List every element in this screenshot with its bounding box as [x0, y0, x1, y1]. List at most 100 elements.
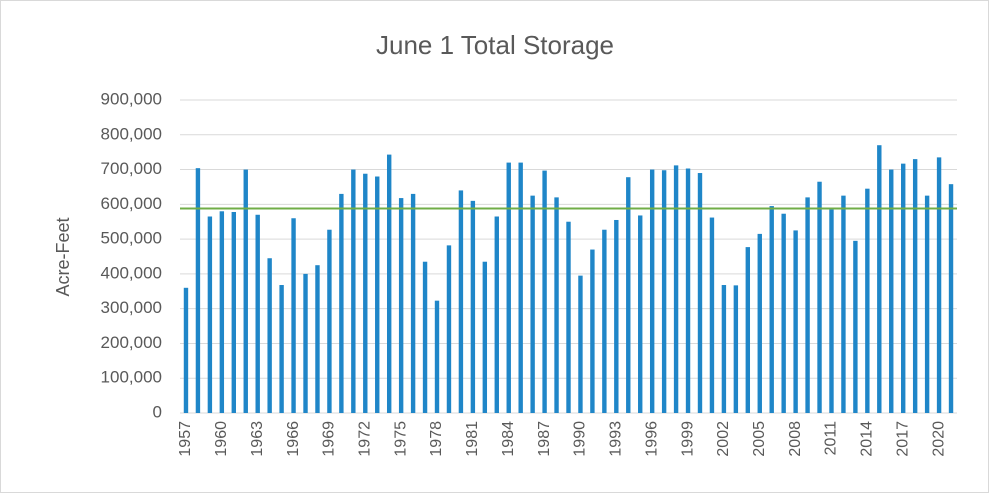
- x-tick-label: 1984: [500, 421, 517, 457]
- bar: [793, 230, 798, 413]
- bar: [673, 165, 679, 413]
- bar: [602, 229, 607, 413]
- bar: [817, 181, 822, 413]
- bar: [805, 197, 810, 413]
- bar: [649, 169, 655, 413]
- x-tick-label: 1987: [536, 421, 553, 457]
- x-tick-label: 1993: [608, 421, 625, 457]
- bar: [566, 221, 571, 413]
- x-tick-label: 1966: [285, 421, 302, 457]
- bar: [721, 285, 727, 413]
- bar: [781, 213, 786, 413]
- x-tick-label: 2002: [715, 421, 732, 457]
- x-tick-label: 2017: [894, 421, 911, 457]
- bar: [303, 273, 308, 413]
- bar: [422, 261, 428, 413]
- x-tick-label: 1969: [321, 421, 338, 457]
- bar: [470, 200, 476, 413]
- bar: [578, 275, 583, 413]
- bar: [231, 211, 236, 413]
- bar: [279, 285, 284, 413]
- x-tick-label: 2008: [787, 421, 804, 457]
- x-tick-label: 1999: [679, 421, 696, 457]
- bar: [554, 197, 559, 413]
- x-tick-label: 1996: [643, 421, 660, 457]
- bar: [375, 176, 380, 413]
- x-tick-label: 1963: [249, 421, 266, 457]
- y-tick-label: 300,000: [101, 298, 162, 317]
- x-tick-label: 1981: [464, 421, 481, 457]
- bar: [315, 265, 320, 413]
- bar: [697, 173, 703, 413]
- bar: [339, 193, 344, 413]
- bar: [363, 173, 368, 413]
- bar: [614, 219, 619, 413]
- x-tick-label: 1975: [392, 421, 409, 457]
- y-tick-label: 100,000: [101, 368, 162, 387]
- bar: [853, 240, 858, 413]
- chart-title: June 1 Total Storage: [376, 30, 614, 60]
- bar: [446, 245, 452, 413]
- bar: [924, 195, 930, 413]
- bar: [410, 193, 416, 413]
- bar: [685, 168, 691, 413]
- x-tick-label: 2011: [823, 421, 840, 456]
- bar: [255, 214, 260, 413]
- bar: [733, 285, 739, 413]
- bar: [889, 169, 894, 413]
- bar: [482, 261, 488, 413]
- y-tick-label: 200,000: [101, 333, 162, 352]
- bar: [829, 209, 834, 413]
- bar: [948, 184, 954, 413]
- bar: [626, 177, 631, 413]
- x-tick-label: 2014: [859, 421, 876, 457]
- bar: [207, 216, 213, 413]
- y-tick-label: 700,000: [101, 159, 162, 178]
- bar: [494, 216, 499, 413]
- y-tick-label: 500,000: [101, 229, 162, 248]
- bar: [243, 169, 248, 413]
- bar: [195, 168, 201, 413]
- bar: [769, 206, 774, 413]
- bar: [841, 195, 846, 413]
- bar: [661, 170, 667, 413]
- bar: [434, 300, 440, 413]
- bar: [291, 218, 296, 413]
- bar: [267, 258, 272, 413]
- bar: [530, 195, 535, 413]
- y-axis-label: Acre-Feet: [53, 217, 73, 296]
- y-tick-label: 0: [153, 402, 162, 421]
- x-tick-label: 1972: [357, 421, 374, 457]
- bar: [745, 247, 751, 413]
- bar: [936, 157, 942, 413]
- bar: [518, 162, 523, 413]
- y-tick-label: 900,000: [101, 89, 162, 108]
- bar: [877, 145, 882, 413]
- bar: [757, 233, 762, 413]
- bar: [219, 211, 225, 413]
- y-tick-label: 600,000: [101, 194, 162, 213]
- bar: [398, 198, 404, 413]
- x-tick-label: 1957: [177, 421, 194, 457]
- bar: [865, 188, 870, 413]
- bar: [183, 287, 189, 413]
- x-tick-label: 1978: [428, 421, 445, 457]
- bar: [458, 190, 464, 413]
- bar: [351, 169, 356, 413]
- y-tick-label: 800,000: [101, 124, 162, 143]
- bar: [542, 170, 547, 413]
- bar: [506, 162, 511, 413]
- bar: [590, 249, 595, 413]
- y-tick-label: 400,000: [101, 263, 162, 282]
- x-tick-label: 2020: [930, 421, 947, 457]
- bar: [638, 215, 643, 413]
- bar: [901, 163, 906, 413]
- x-tick-label: 1960: [213, 421, 230, 457]
- bar: [912, 159, 918, 413]
- bar: [327, 229, 332, 413]
- bar: [386, 154, 392, 413]
- bar: [709, 217, 715, 413]
- x-tick-label: 1990: [572, 421, 589, 457]
